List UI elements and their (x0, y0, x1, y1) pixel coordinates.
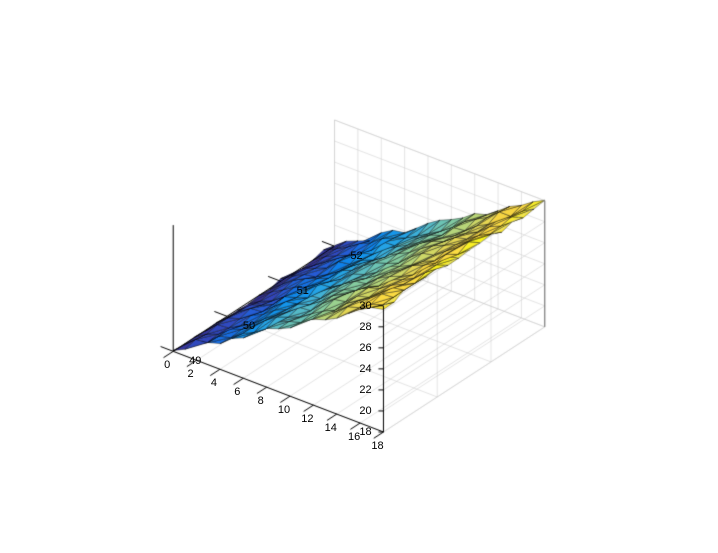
y-tick-51: 51 (297, 285, 309, 297)
y-tick-49: 49 (189, 355, 201, 367)
x-tick-10: 10 (278, 404, 290, 416)
x-tick-16: 16 (348, 431, 360, 443)
z-tick-30: 30 (359, 300, 371, 312)
x-tick-8: 8 (258, 395, 264, 407)
x-tick-0: 0 (164, 359, 170, 371)
x-tick-14: 14 (325, 422, 337, 434)
z-tick-20: 20 (359, 405, 371, 417)
y-tick-50: 50 (243, 320, 255, 332)
z-tick-24: 24 (359, 363, 371, 375)
x-tick-4: 4 (211, 377, 217, 389)
x-tick-6: 6 (234, 386, 240, 398)
x-tick-18: 18 (371, 440, 383, 452)
z-tick-18: 18 (359, 426, 371, 438)
x-tick-12: 12 (301, 413, 313, 425)
z-tick-26: 26 (359, 342, 371, 354)
z-tick-28: 28 (359, 321, 371, 333)
y-tick-52: 52 (350, 250, 362, 262)
x-tick-2: 2 (188, 368, 194, 380)
z-tick-22: 22 (359, 384, 371, 396)
surface-chart-container: 1820222426283002468101214161849505152 (0, 0, 718, 553)
surface-chart-canvas (0, 0, 718, 553)
